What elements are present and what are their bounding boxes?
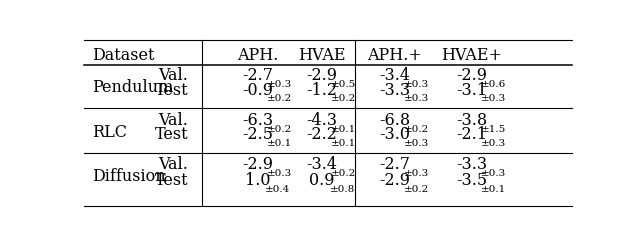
Text: ±0.3: ±0.3 bbox=[404, 169, 429, 178]
Text: -3.0: -3.0 bbox=[380, 126, 410, 144]
Text: ±0.3: ±0.3 bbox=[404, 139, 429, 149]
Text: ±0.3: ±0.3 bbox=[481, 169, 506, 178]
Text: ±0.2: ±0.2 bbox=[332, 169, 356, 178]
Text: ±0.2: ±0.2 bbox=[332, 94, 356, 104]
Text: -2.7: -2.7 bbox=[380, 156, 410, 173]
Text: ±0.1: ±0.1 bbox=[267, 139, 292, 149]
Text: -0.9: -0.9 bbox=[242, 82, 273, 99]
Text: -6.8: -6.8 bbox=[380, 112, 410, 129]
Text: ±0.1: ±0.1 bbox=[332, 139, 356, 149]
Text: ±0.1: ±0.1 bbox=[481, 185, 506, 194]
Text: -2.1: -2.1 bbox=[456, 126, 487, 144]
Text: ±0.3: ±0.3 bbox=[267, 80, 292, 89]
Text: Test: Test bbox=[154, 82, 188, 99]
Text: Val.: Val. bbox=[158, 156, 188, 173]
Text: -2.9: -2.9 bbox=[307, 67, 337, 84]
Text: -3.4: -3.4 bbox=[380, 67, 410, 84]
Text: -3.8: -3.8 bbox=[456, 112, 488, 129]
Text: Test: Test bbox=[154, 172, 188, 189]
Text: ±0.6: ±0.6 bbox=[481, 80, 506, 89]
Text: ±1.5: ±1.5 bbox=[481, 125, 506, 134]
Text: Val.: Val. bbox=[158, 67, 188, 84]
Text: -3.3: -3.3 bbox=[380, 82, 410, 99]
Text: -2.7: -2.7 bbox=[242, 67, 273, 84]
Text: -2.2: -2.2 bbox=[307, 126, 337, 144]
Text: ±0.8: ±0.8 bbox=[330, 185, 355, 194]
Text: APH.+: APH.+ bbox=[367, 47, 422, 64]
Text: ±0.3: ±0.3 bbox=[481, 94, 506, 104]
Text: Dataset: Dataset bbox=[92, 47, 155, 64]
Text: ±0.5: ±0.5 bbox=[332, 80, 356, 89]
Text: HVAE+: HVAE+ bbox=[442, 47, 502, 64]
Text: ±0.2: ±0.2 bbox=[267, 94, 292, 104]
Text: -3.3: -3.3 bbox=[456, 156, 488, 173]
Text: -3.1: -3.1 bbox=[456, 82, 488, 99]
Text: -4.3: -4.3 bbox=[307, 112, 337, 129]
Text: -2.9: -2.9 bbox=[242, 156, 273, 173]
Text: -3.5: -3.5 bbox=[456, 172, 488, 189]
Text: -2.9: -2.9 bbox=[380, 172, 410, 189]
Text: ±0.1: ±0.1 bbox=[332, 125, 356, 134]
Text: APH.: APH. bbox=[237, 47, 278, 64]
Text: HVAE: HVAE bbox=[298, 47, 346, 64]
Text: ±0.2: ±0.2 bbox=[404, 185, 429, 194]
Text: 0.9: 0.9 bbox=[309, 172, 335, 189]
Text: ±0.3: ±0.3 bbox=[481, 139, 506, 149]
Text: -2.9: -2.9 bbox=[456, 67, 487, 84]
Text: -3.4: -3.4 bbox=[307, 156, 337, 173]
Text: ±0.3: ±0.3 bbox=[267, 169, 292, 178]
Text: ±0.3: ±0.3 bbox=[404, 94, 429, 104]
Text: ±0.2: ±0.2 bbox=[404, 125, 429, 134]
Text: 1.0: 1.0 bbox=[245, 172, 270, 189]
Text: Val.: Val. bbox=[158, 112, 188, 129]
Text: ±0.3: ±0.3 bbox=[404, 80, 429, 89]
Text: Test: Test bbox=[154, 126, 188, 144]
Text: Pendulum: Pendulum bbox=[92, 79, 174, 96]
Text: -6.3: -6.3 bbox=[242, 112, 273, 129]
Text: ±0.2: ±0.2 bbox=[267, 125, 292, 134]
Text: Diffusion: Diffusion bbox=[92, 168, 166, 185]
Text: -2.5: -2.5 bbox=[242, 126, 273, 144]
Text: RLC: RLC bbox=[92, 124, 127, 141]
Text: ±0.4: ±0.4 bbox=[265, 185, 291, 194]
Text: -1.2: -1.2 bbox=[307, 82, 337, 99]
